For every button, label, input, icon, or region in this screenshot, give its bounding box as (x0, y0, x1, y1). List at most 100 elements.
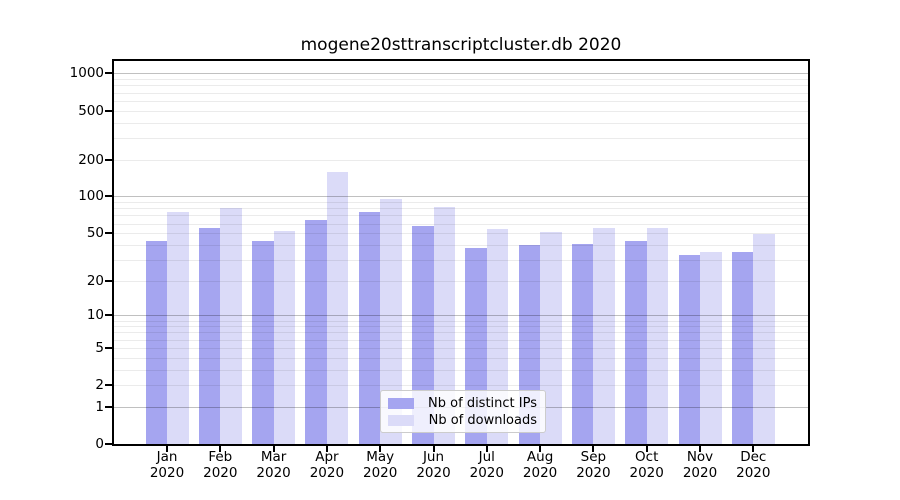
gridline-minor (114, 233, 808, 235)
y-tick-mark (105, 109, 112, 112)
x-tick-year: 2020 (576, 465, 611, 481)
gridline-minor (114, 223, 808, 225)
gridline-minor (114, 347, 808, 349)
gridline-minor (114, 244, 808, 246)
y-tick-label: 100 (78, 188, 104, 205)
bar-ips-nov (678, 254, 700, 444)
bar-downloads-mar (273, 231, 296, 444)
y-tick-label: 0 (95, 436, 104, 452)
x-tick-month: Feb (208, 449, 233, 465)
x-tick-month: Mar (260, 449, 287, 465)
bar-downloads-jan (167, 212, 189, 444)
x-tick-month: Sep (580, 449, 607, 465)
x-tick-mark (219, 446, 222, 452)
y-tick-mark (105, 195, 112, 198)
x-tick-mark (752, 446, 755, 452)
y-tick-label: 500 (78, 102, 104, 119)
y-tick-label: 5 (95, 339, 104, 356)
gridline-minor (114, 202, 808, 204)
gridline-minor (114, 110, 808, 112)
y-tick-mark (105, 384, 112, 387)
y-tick-label: 200 (78, 151, 104, 168)
bar-ips-sep (571, 243, 594, 444)
gridline-minor (114, 369, 808, 371)
gridline-minor (114, 79, 808, 81)
x-tick-mark (432, 446, 435, 452)
y-tick-label: 20 (86, 272, 104, 289)
legend-label-downloads: Nb of downloads (428, 412, 537, 428)
x-tick-year: 2020 (469, 465, 504, 481)
legend-swatch-downloads (388, 414, 414, 426)
y-tick-mark (105, 314, 112, 317)
x-tick-year: 2020 (522, 465, 558, 481)
y-tick-label: 1000 (69, 65, 104, 82)
x-tick-year: 2020 (309, 465, 345, 481)
gridline-minor (114, 385, 808, 387)
gridline-minor (114, 208, 808, 210)
gridline-minor (114, 259, 808, 261)
y-tick-mark (105, 279, 112, 282)
x-tick-mark (379, 446, 382, 452)
legend-swatch-distinct-ips (388, 397, 414, 409)
gridline-minor (114, 85, 808, 87)
bar-ips-oct (625, 241, 647, 444)
x-tick-month: Aug (526, 449, 554, 465)
y-tick-label: 50 (86, 225, 104, 242)
x-tick-month: Jul (478, 449, 495, 465)
y-tick-mark (105, 346, 112, 349)
gridline-minor (114, 159, 808, 161)
x-tick-month: Nov (686, 449, 714, 465)
gridline-minor (114, 320, 808, 322)
x-tick-year: 2020 (363, 465, 398, 481)
bar-downloads-dec (753, 234, 775, 444)
gridline-minor (114, 137, 808, 139)
plot-area: Nb of distinct IPs Nb of downloads (112, 59, 810, 446)
bar-downloads-oct (646, 228, 669, 444)
legend-row-downloads: Nb of downloads (388, 412, 537, 428)
x-tick-year: 2020 (203, 465, 238, 481)
x-tick-month: Apr (315, 449, 339, 465)
gridline-major (114, 73, 808, 75)
y-tick-mark (105, 405, 112, 408)
x-tick-year: 2020 (736, 465, 771, 481)
x-tick-mark (166, 446, 168, 452)
y-tick-label: 1 (95, 398, 104, 415)
x-tick-mark (645, 446, 648, 452)
gridline-minor (114, 215, 808, 217)
bar-ips-apr (305, 220, 327, 444)
y-tick-label: 10 (86, 307, 104, 324)
y-tick-label: 2 (95, 377, 104, 394)
gridline-major (114, 196, 808, 198)
y-tick-mark (105, 158, 112, 161)
chart-title: mogene20sttranscriptcluster.db 2020 (300, 35, 622, 55)
x-tick-mark (592, 446, 595, 452)
x-tick-month: May (366, 449, 395, 465)
x-tick-year: 2020 (629, 465, 664, 481)
legend: Nb of distinct IPs Nb of downloads (380, 390, 546, 433)
gridline-minor (114, 100, 808, 102)
y-tick-mark (105, 232, 112, 235)
grid-layer (114, 61, 808, 444)
bar-downloads-apr (326, 172, 349, 444)
x-tick-mark (539, 446, 542, 452)
bar-ips-jan (145, 241, 167, 444)
x-tick-year: 2020 (416, 465, 451, 481)
x-tick-month: Jun (422, 449, 445, 465)
bar-ips-mar (252, 241, 274, 444)
x-tick-year: 2020 (256, 465, 291, 481)
bar-ips-jun (412, 226, 434, 444)
x-tick-mark (325, 446, 328, 452)
x-tick-month: Dec (740, 449, 767, 465)
gridline-major (114, 315, 808, 317)
x-tick-mark (699, 446, 701, 452)
gridline-minor (114, 332, 808, 334)
bar-downloads-sep (593, 228, 615, 444)
bar-ips-feb (198, 228, 221, 444)
legend-label-distinct-ips: Nb of distinct IPs (428, 395, 537, 411)
x-tick-mark (272, 446, 275, 452)
y-tick-mark (105, 443, 112, 445)
gridline-minor (114, 92, 808, 94)
x-tick-mark (485, 446, 488, 452)
x-tick-month: Jan (156, 449, 178, 465)
